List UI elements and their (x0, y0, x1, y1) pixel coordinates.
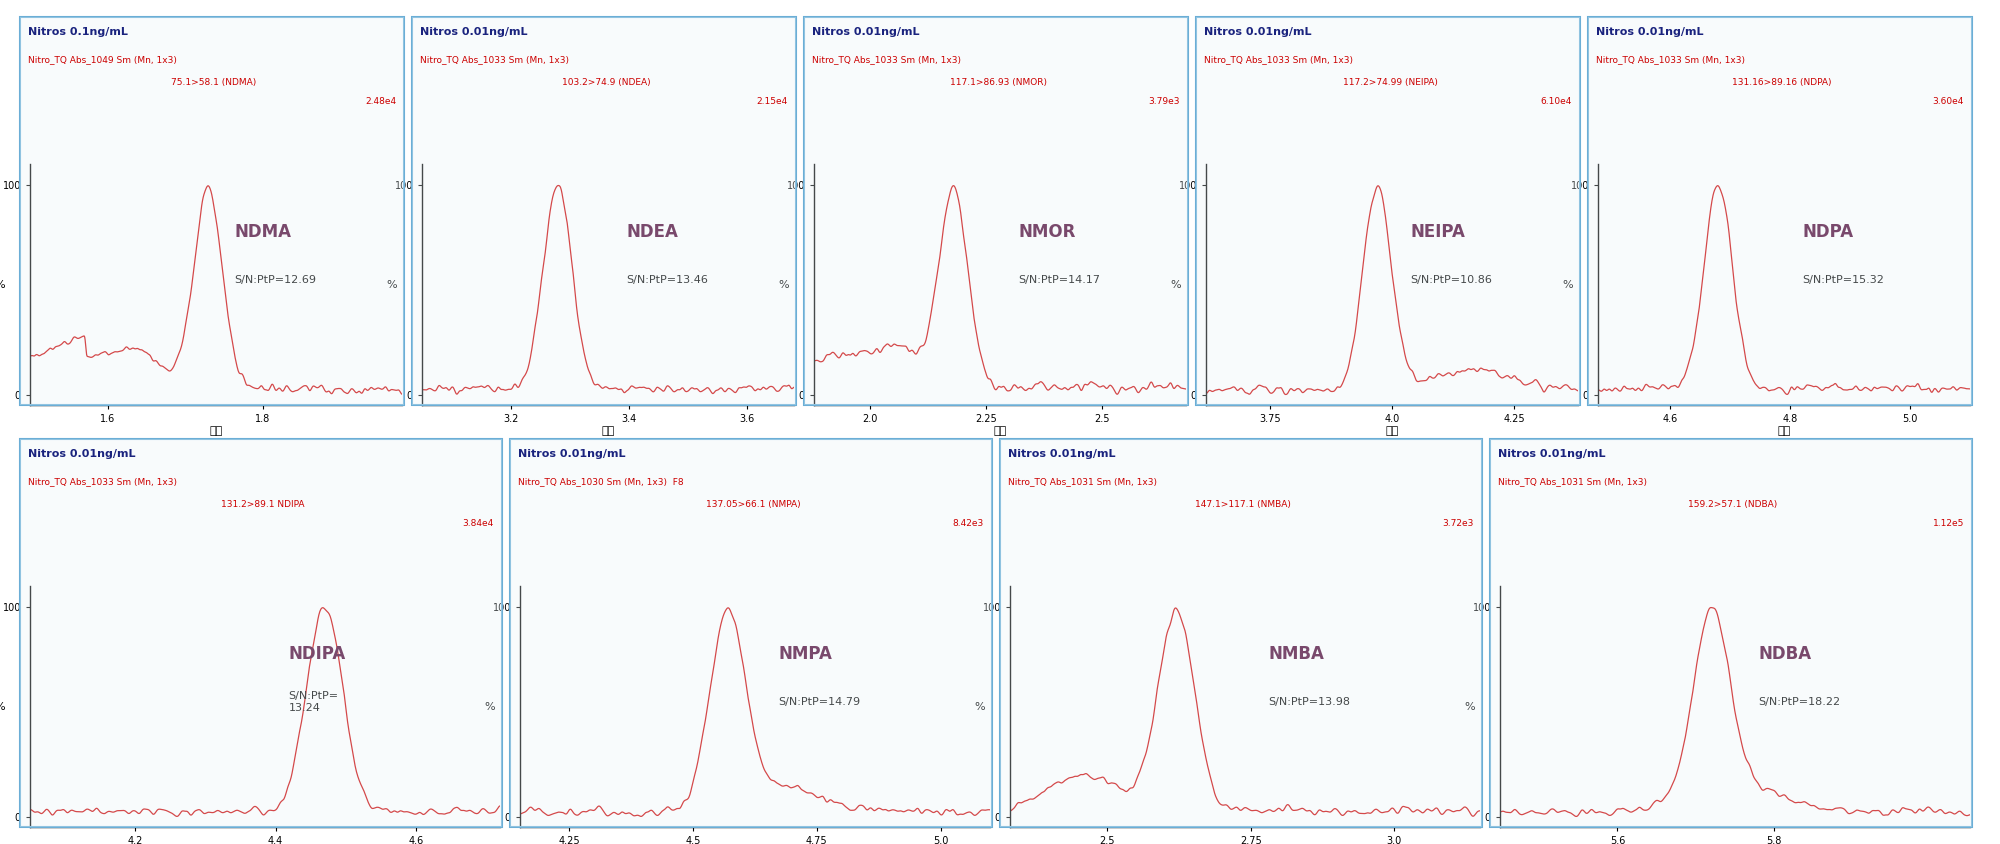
Y-axis label: %: % (386, 279, 398, 289)
Text: Nitros 0.01ng/mL: Nitros 0.01ng/mL (1204, 27, 1312, 37)
Text: 103.2>74.9 (NDEA): 103.2>74.9 (NDEA) (562, 78, 650, 87)
Text: S/N:PtP=15.32: S/N:PtP=15.32 (1802, 275, 1884, 285)
Text: Nitro_TQ Abs_1033 Sm (Mn, 1x3): Nitro_TQ Abs_1033 Sm (Mn, 1x3) (1596, 55, 1744, 64)
Text: 2.15e4: 2.15e4 (756, 97, 788, 106)
Text: Nitros 0.01ng/mL: Nitros 0.01ng/mL (518, 449, 626, 459)
Y-axis label: %: % (484, 701, 496, 711)
Text: 6.10e4: 6.10e4 (1540, 97, 1572, 106)
Text: 147.1>117.1 (NMBA): 147.1>117.1 (NMBA) (1196, 500, 1290, 509)
Text: Nitros 0.1ng/mL: Nitros 0.1ng/mL (28, 27, 128, 37)
Text: NEIPA: NEIPA (1410, 223, 1466, 241)
Text: 117.1>86.93 (NMOR): 117.1>86.93 (NMOR) (950, 78, 1046, 87)
X-axis label: 시간: 시간 (210, 425, 222, 436)
Text: 3.72e3: 3.72e3 (1442, 519, 1474, 528)
Text: Nitros 0.01ng/mL: Nitros 0.01ng/mL (28, 449, 136, 459)
Text: NDPA: NDPA (1802, 223, 1854, 241)
Y-axis label: %: % (0, 701, 6, 711)
X-axis label: 시간: 시간 (602, 425, 614, 436)
Y-axis label: %: % (974, 701, 986, 711)
Text: NDEA: NDEA (626, 223, 678, 241)
Text: S/N:PtP=18.22: S/N:PtP=18.22 (1758, 697, 1840, 707)
Text: NMBA: NMBA (1268, 645, 1324, 663)
Text: 117.2>74.99 (NEIPA): 117.2>74.99 (NEIPA) (1342, 78, 1438, 87)
Y-axis label: %: % (1562, 279, 1574, 289)
Text: 3.84e4: 3.84e4 (462, 519, 494, 528)
Text: Nitros 0.01ng/mL: Nitros 0.01ng/mL (1596, 27, 1704, 37)
Y-axis label: %: % (1170, 279, 1182, 289)
Text: Nitros 0.01ng/mL: Nitros 0.01ng/mL (1498, 449, 1606, 459)
Text: NDIPA: NDIPA (288, 645, 346, 663)
X-axis label: 시간: 시간 (1778, 425, 1790, 436)
Text: S/N:PtP=14.17: S/N:PtP=14.17 (1018, 275, 1100, 285)
Text: Nitro_TQ Abs_1033 Sm (Mn, 1x3): Nitro_TQ Abs_1033 Sm (Mn, 1x3) (1204, 55, 1354, 64)
Text: S/N:PtP=13.98: S/N:PtP=13.98 (1268, 697, 1350, 707)
Text: 131.16>89.16 (NDPA): 131.16>89.16 (NDPA) (1732, 78, 1832, 87)
Text: 159.2>57.1 (NDBA): 159.2>57.1 (NDBA) (1688, 500, 1778, 509)
Text: S/N:PtP=14.79: S/N:PtP=14.79 (778, 697, 860, 707)
Text: 3.79e3: 3.79e3 (1148, 97, 1180, 106)
Y-axis label: %: % (0, 279, 6, 289)
Text: Nitros 0.01ng/mL: Nitros 0.01ng/mL (812, 27, 920, 37)
Text: 131.2>89.1 NDIPA: 131.2>89.1 NDIPA (222, 500, 304, 509)
Text: NMOR: NMOR (1018, 223, 1076, 241)
Text: Nitro_TQ Abs_1049 Sm (Mn, 1x3): Nitro_TQ Abs_1049 Sm (Mn, 1x3) (28, 55, 176, 64)
Text: 75.1>58.1 (NDMA): 75.1>58.1 (NDMA) (172, 78, 256, 87)
Text: 137.05>66.1 (NMPA): 137.05>66.1 (NMPA) (706, 500, 800, 509)
Y-axis label: %: % (778, 279, 790, 289)
X-axis label: 시간: 시간 (994, 425, 1006, 436)
Text: 3.60e4: 3.60e4 (1932, 97, 1964, 106)
Text: Nitro_TQ Abs_1031 Sm (Mn, 1x3): Nitro_TQ Abs_1031 Sm (Mn, 1x3) (1008, 477, 1156, 486)
Text: 2.48e4: 2.48e4 (364, 97, 396, 106)
Text: Nitros 0.01ng/mL: Nitros 0.01ng/mL (420, 27, 528, 37)
Text: 8.42e3: 8.42e3 (952, 519, 984, 528)
Text: Nitro_TQ Abs_1033 Sm (Mn, 1x3): Nitro_TQ Abs_1033 Sm (Mn, 1x3) (420, 55, 570, 64)
Text: NDBA: NDBA (1758, 645, 1812, 663)
Text: Nitro_TQ Abs_1030 Sm (Mn, 1x3)  F8: Nitro_TQ Abs_1030 Sm (Mn, 1x3) F8 (518, 477, 684, 486)
Text: S/N:PtP=13.46: S/N:PtP=13.46 (626, 275, 708, 285)
Text: Nitro_TQ Abs_1033 Sm (Mn, 1x3): Nitro_TQ Abs_1033 Sm (Mn, 1x3) (28, 477, 176, 486)
Text: Nitro_TQ Abs_1031 Sm (Mn, 1x3): Nitro_TQ Abs_1031 Sm (Mn, 1x3) (1498, 477, 1648, 486)
Text: S/N:PtP=
13.24: S/N:PtP= 13.24 (288, 691, 338, 712)
Text: NMPA: NMPA (778, 645, 832, 663)
Text: Nitros 0.01ng/mL: Nitros 0.01ng/mL (1008, 449, 1116, 459)
Text: S/N:PtP=10.86: S/N:PtP=10.86 (1410, 275, 1492, 285)
Y-axis label: %: % (1464, 701, 1476, 711)
Text: 1.12e5: 1.12e5 (1932, 519, 1964, 528)
Text: Nitro_TQ Abs_1033 Sm (Mn, 1x3): Nitro_TQ Abs_1033 Sm (Mn, 1x3) (812, 55, 960, 64)
X-axis label: 시간: 시간 (1386, 425, 1398, 436)
Text: S/N:PtP=12.69: S/N:PtP=12.69 (234, 275, 316, 285)
Text: NDMA: NDMA (234, 223, 292, 241)
